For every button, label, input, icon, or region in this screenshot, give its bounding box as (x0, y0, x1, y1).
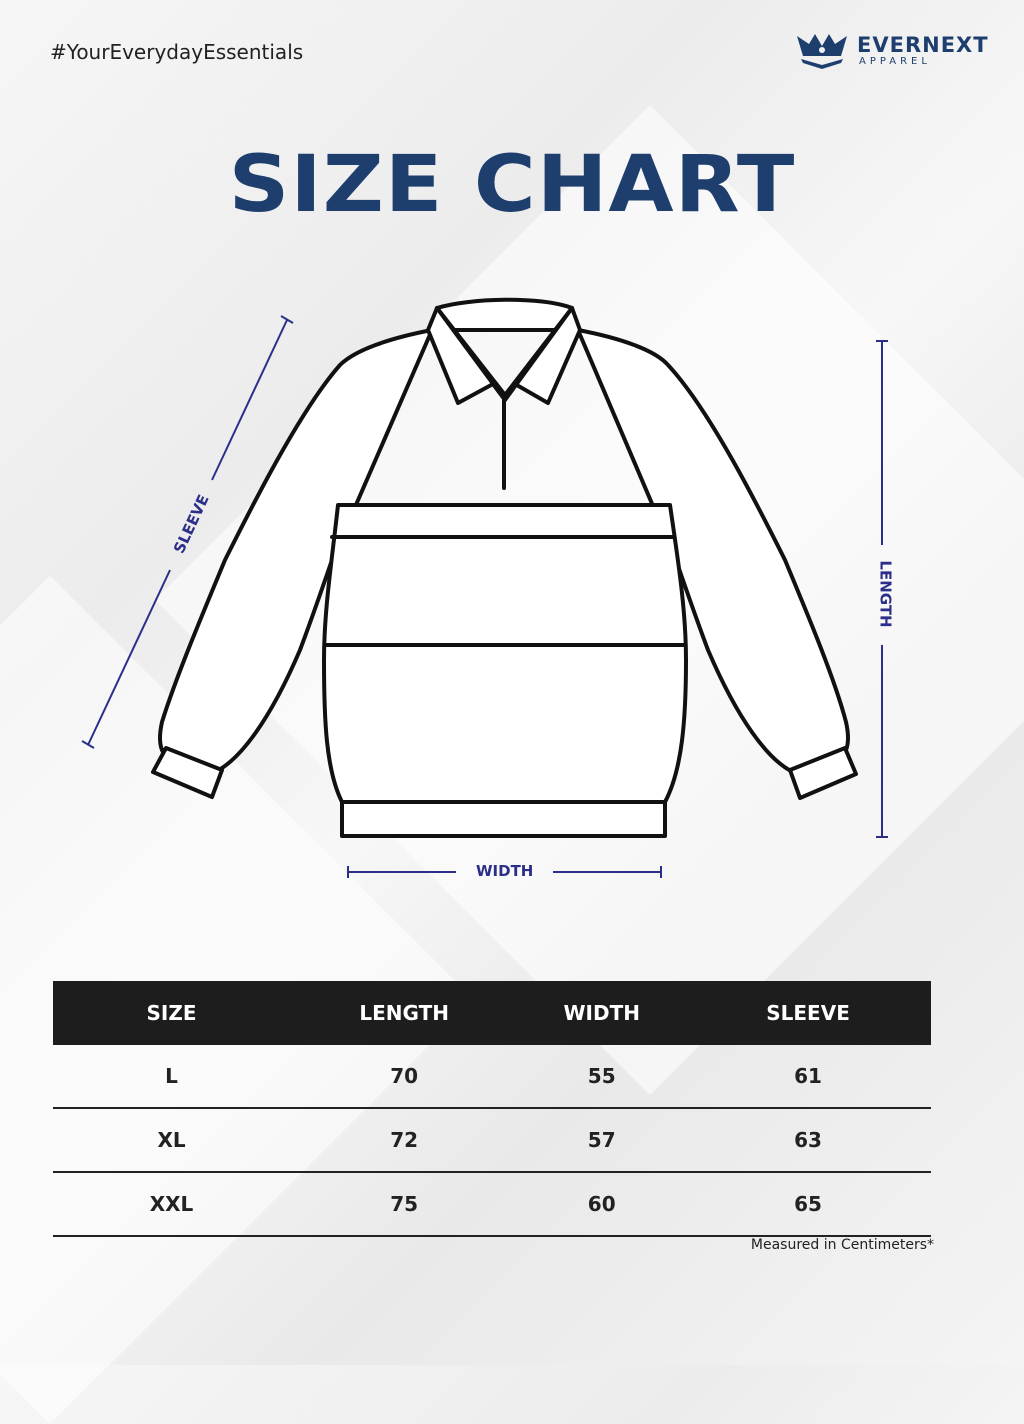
sleeve-measure-line (211, 319, 288, 481)
right-collar (503, 306, 582, 405)
cell-size: XXL (53, 1172, 291, 1237)
brand-logo: EVERNEXT APPAREL (795, 30, 989, 70)
table-row: XXL 75 60 65 (53, 1172, 931, 1237)
cell-length: 70 (290, 1045, 519, 1109)
units-note: Measured in Centimeters* (750, 1237, 934, 1253)
width-label: WIDTH (476, 862, 534, 880)
cell-sleeve: 61 (685, 1045, 931, 1109)
sleeve-measure-line (87, 569, 171, 746)
cell-sleeve: 65 (685, 1172, 931, 1237)
size-table: SIZE LENGTH WIDTH SLEEVE L 70 55 61 XL 7… (53, 981, 931, 1237)
left-cuff (151, 746, 224, 799)
table-header-row: SIZE LENGTH WIDTH SLEEVE (53, 981, 931, 1045)
page-title: SIZE CHART (228, 140, 796, 230)
cell-length: 75 (290, 1172, 519, 1237)
length-label: LENGTH (876, 560, 895, 628)
header-length: LENGTH (290, 981, 519, 1045)
cell-size: L (53, 1045, 291, 1109)
cell-length: 72 (290, 1108, 519, 1173)
left-sleeve (158, 328, 434, 774)
sweater-illustration (81, 297, 888, 878)
header-sleeve: SLEEVE (685, 981, 931, 1045)
cell-size: XL (53, 1108, 291, 1173)
cell-width: 57 (518, 1108, 686, 1173)
cell-width: 60 (518, 1172, 686, 1237)
cell-width: 55 (518, 1045, 686, 1109)
header-width: WIDTH (518, 981, 686, 1045)
right-cuff (788, 746, 858, 800)
cell-sleeve: 63 (685, 1108, 931, 1173)
right-sleeve (576, 328, 850, 774)
crown-icon (797, 34, 847, 69)
brand-subtitle: APPAREL (859, 55, 931, 67)
body (322, 503, 688, 804)
left-collar (426, 306, 507, 405)
hem-band (340, 800, 667, 838)
table-row: XL 72 57 63 (53, 1108, 931, 1173)
tagline: #YourEverydayEssentials (50, 40, 304, 64)
brand-name: EVERNEXT (857, 32, 989, 57)
table-row: L 70 55 61 (53, 1045, 931, 1109)
header-size: SIZE (53, 981, 291, 1045)
